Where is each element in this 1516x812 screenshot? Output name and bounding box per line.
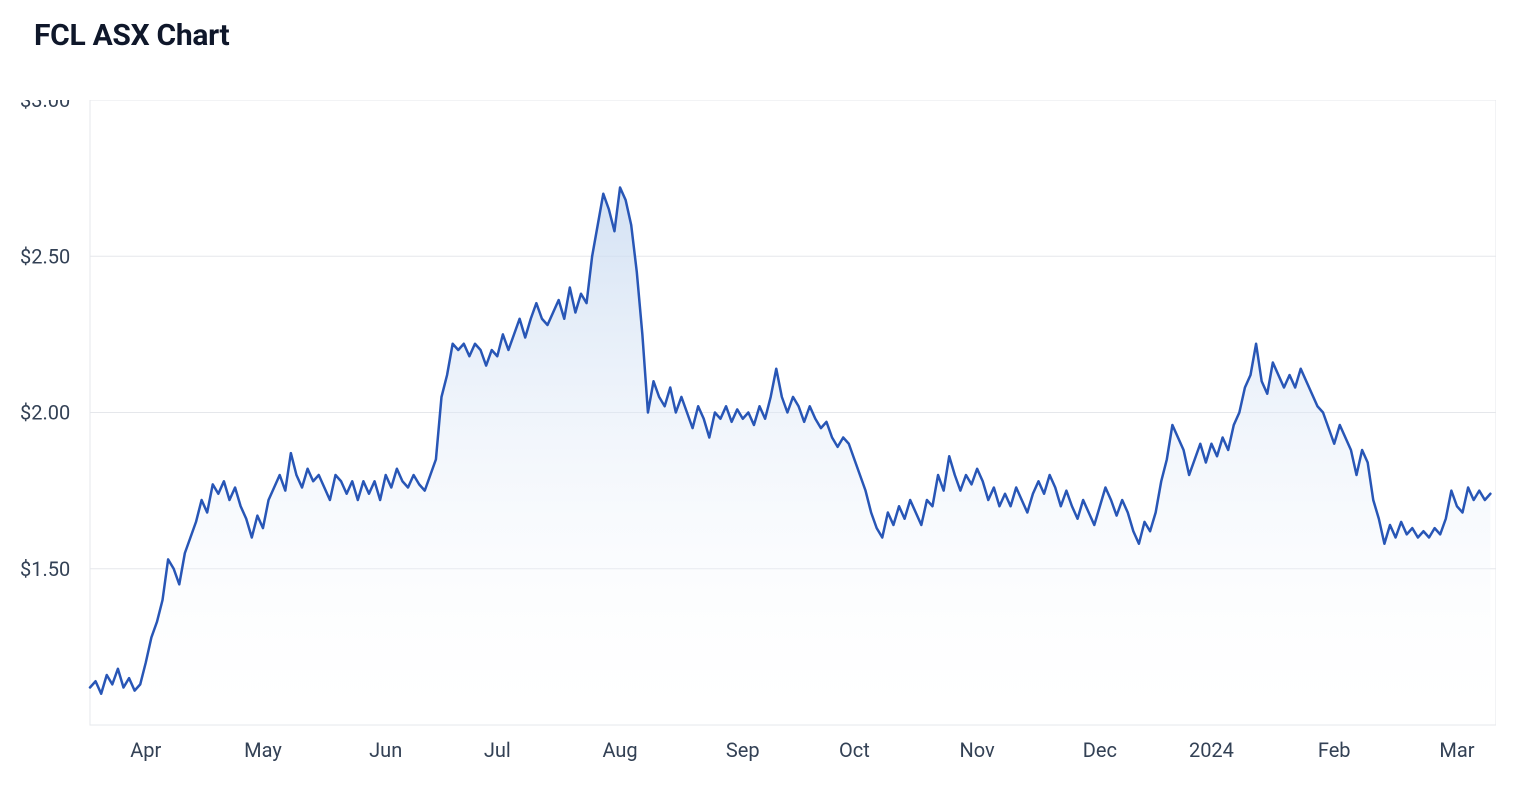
chart-area-fill	[90, 188, 1490, 726]
x-tick-label: Apr	[130, 738, 161, 762]
x-tick-label: Jun	[369, 738, 402, 762]
x-tick-label: Sep	[726, 738, 760, 762]
chart-svg: $1.50 $2.00 $2.50 $3.00 Apr May Jun Jul Aug Sep O…	[20, 100, 1496, 780]
x-tick-label: May	[244, 738, 282, 762]
x-tick-label: Feb	[1318, 738, 1351, 762]
x-tick-label: Dec	[1083, 738, 1117, 762]
y-tick-label: $2.00	[20, 401, 70, 425]
chart-title: FCL ASX Chart	[34, 18, 229, 53]
chart-x-axis-labels: Apr May Jun Jul Aug Sep Oct Nov Dec 2024 Feb Mar	[130, 738, 1474, 762]
y-tick-label: $3.00	[20, 100, 70, 112]
y-tick-label: $1.50	[20, 557, 70, 581]
x-tick-label: Nov	[960, 738, 996, 762]
y-tick-label: $2.50	[20, 244, 70, 268]
x-tick-label: Oct	[839, 738, 870, 762]
x-tick-label: 2024	[1189, 738, 1234, 762]
x-tick-label: Aug	[602, 738, 637, 762]
x-tick-label: Mar	[1439, 738, 1474, 762]
chart-y-axis-labels: $1.50 $2.00 $2.50 $3.00	[20, 100, 70, 581]
stock-price-chart: $1.50 $2.00 $2.50 $3.00 Apr May Jun Jul Aug Sep O…	[20, 100, 1496, 780]
x-tick-label: Jul	[484, 738, 511, 762]
